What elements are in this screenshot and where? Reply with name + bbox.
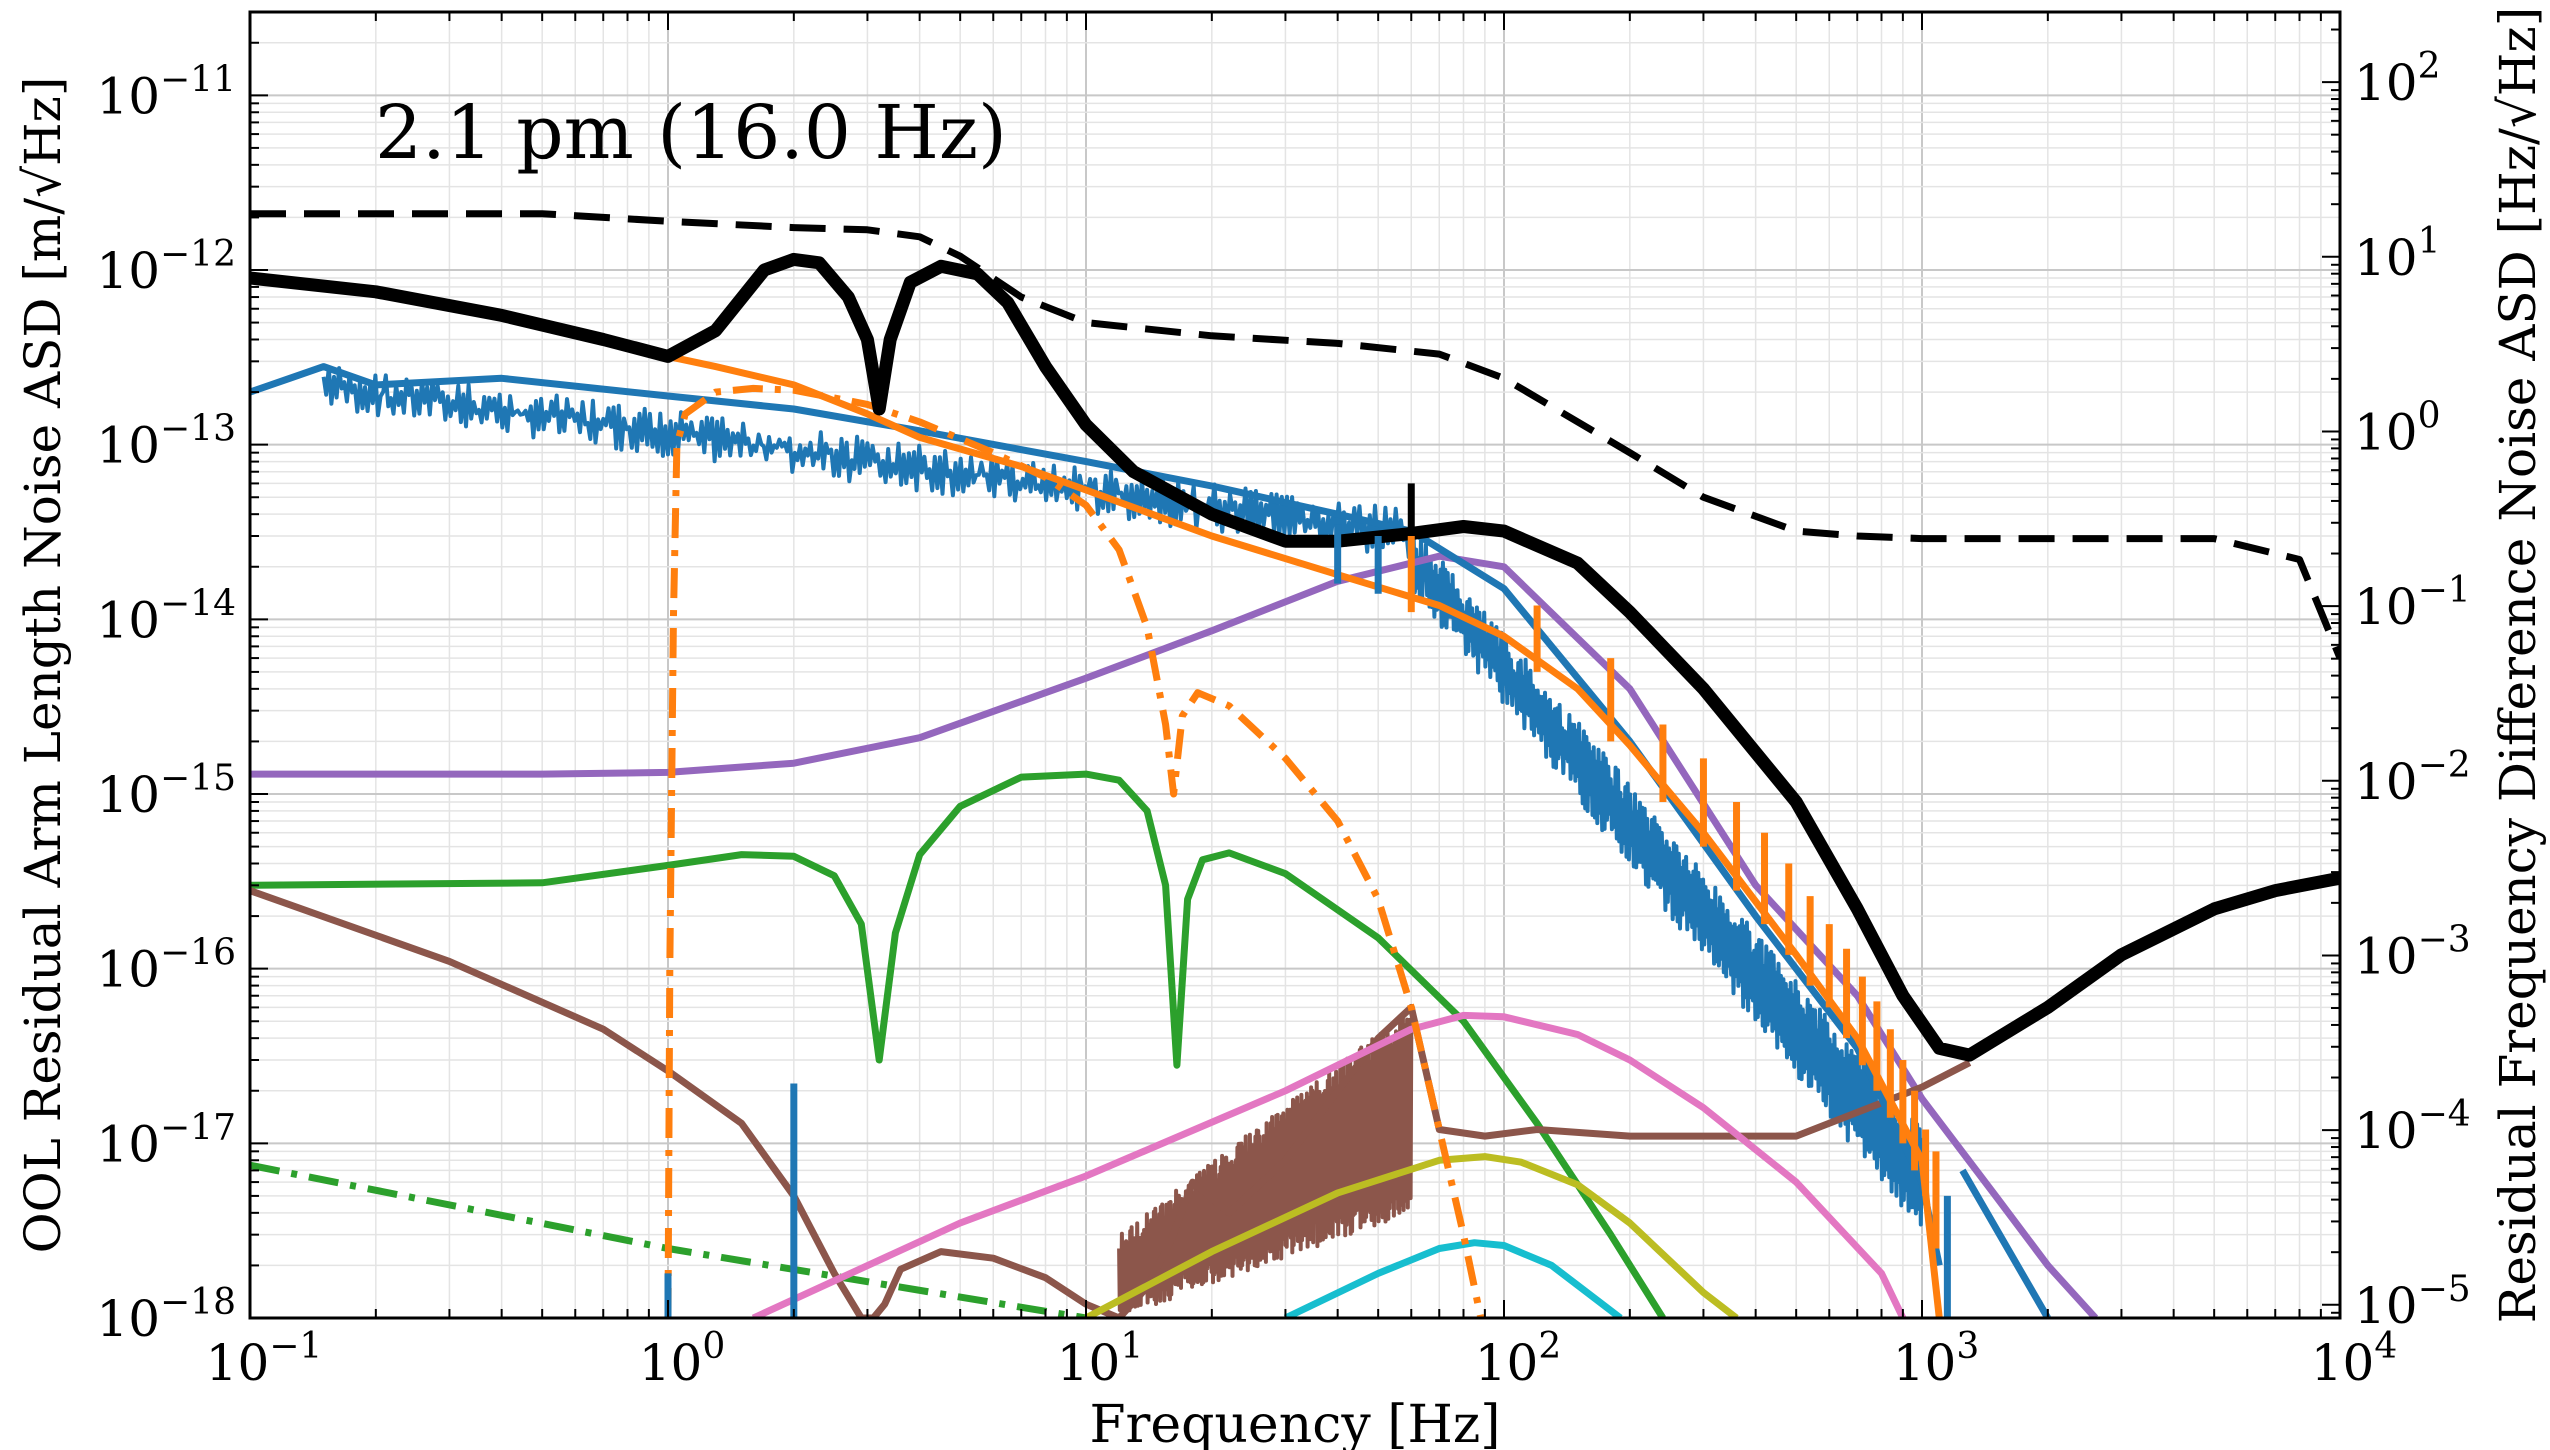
y-tick-label-exponent: −13 [160, 409, 236, 450]
axis-ticks [249, 11, 2341, 1319]
y-right-tick-label-exponent: −2 [2418, 745, 2471, 786]
y-tick-label-exponent: −17 [160, 1107, 236, 1148]
series-group [250, 210, 2340, 1318]
y-tick-label-exponent: −18 [160, 1282, 236, 1323]
y-right-tick-label-exponent: −4 [2418, 1094, 2471, 1135]
spike-group [664, 483, 1951, 1318]
series-line [250, 770, 1666, 1318]
y-right-tick-label: 100 [2354, 395, 2441, 461]
x-tick-label-exponent: 0 [702, 1326, 725, 1367]
series-line [1283, 1239, 1623, 1318]
plot-frame [248, 10, 2342, 1320]
x-tick-label-exponent: 4 [2374, 1326, 2397, 1367]
x-tick-label-exponent: −1 [269, 1326, 322, 1367]
y-tick-label-exponent: −16 [160, 933, 236, 974]
series-line [250, 552, 2099, 1318]
noise-band [321, 365, 1414, 559]
y-tick-label-exponent: −15 [160, 758, 236, 799]
y-tick-label-exponent: −12 [160, 234, 236, 275]
series-line [250, 210, 2340, 660]
y-right-tick-label-exponent: 2 [2418, 46, 2441, 87]
series-line [1084, 1153, 1739, 1318]
series-line [1959, 1168, 2051, 1318]
y-right-tick-label-exponent: −5 [2418, 1269, 2471, 1310]
x-tick-label-exponent: 2 [1538, 1326, 1561, 1367]
y-axis-label: OOL Residual Arm Length Noise ASD [m/√Hz… [14, 77, 72, 1254]
y-axis-label-right: Residual Frequency Difference Noise ASD … [2489, 7, 2547, 1323]
series-line [751, 1011, 1907, 1318]
y-tick-label-exponent: −14 [160, 583, 236, 624]
noise-band [1409, 524, 1924, 1227]
y-right-tick-label-exponent: −3 [2418, 919, 2471, 960]
x-tick-label: 10−1 [206, 1326, 323, 1392]
series-line [250, 252, 2340, 1062]
y-right-tick-label-exponent: −1 [2418, 570, 2471, 611]
y-right-tick-label-exponent: 0 [2418, 395, 2441, 436]
series-line [250, 363, 1943, 1267]
x-tick-label-exponent: 3 [1956, 1326, 1979, 1367]
y-right-tick-label: 10−1 [2354, 570, 2471, 636]
x-tick-label: 102 [1475, 1326, 1562, 1392]
series-line [664, 384, 1485, 1318]
y-tick-label-exponent: −11 [160, 59, 236, 100]
y-right-tick-label-exponent: 1 [2418, 221, 2441, 262]
x-axis-label: Frequency [Hz] [1089, 1395, 1500, 1450]
annotation-text: 2.1 pm (16.0 Hz) [375, 90, 1007, 176]
x-tick-label-exponent: 1 [1120, 1326, 1143, 1367]
